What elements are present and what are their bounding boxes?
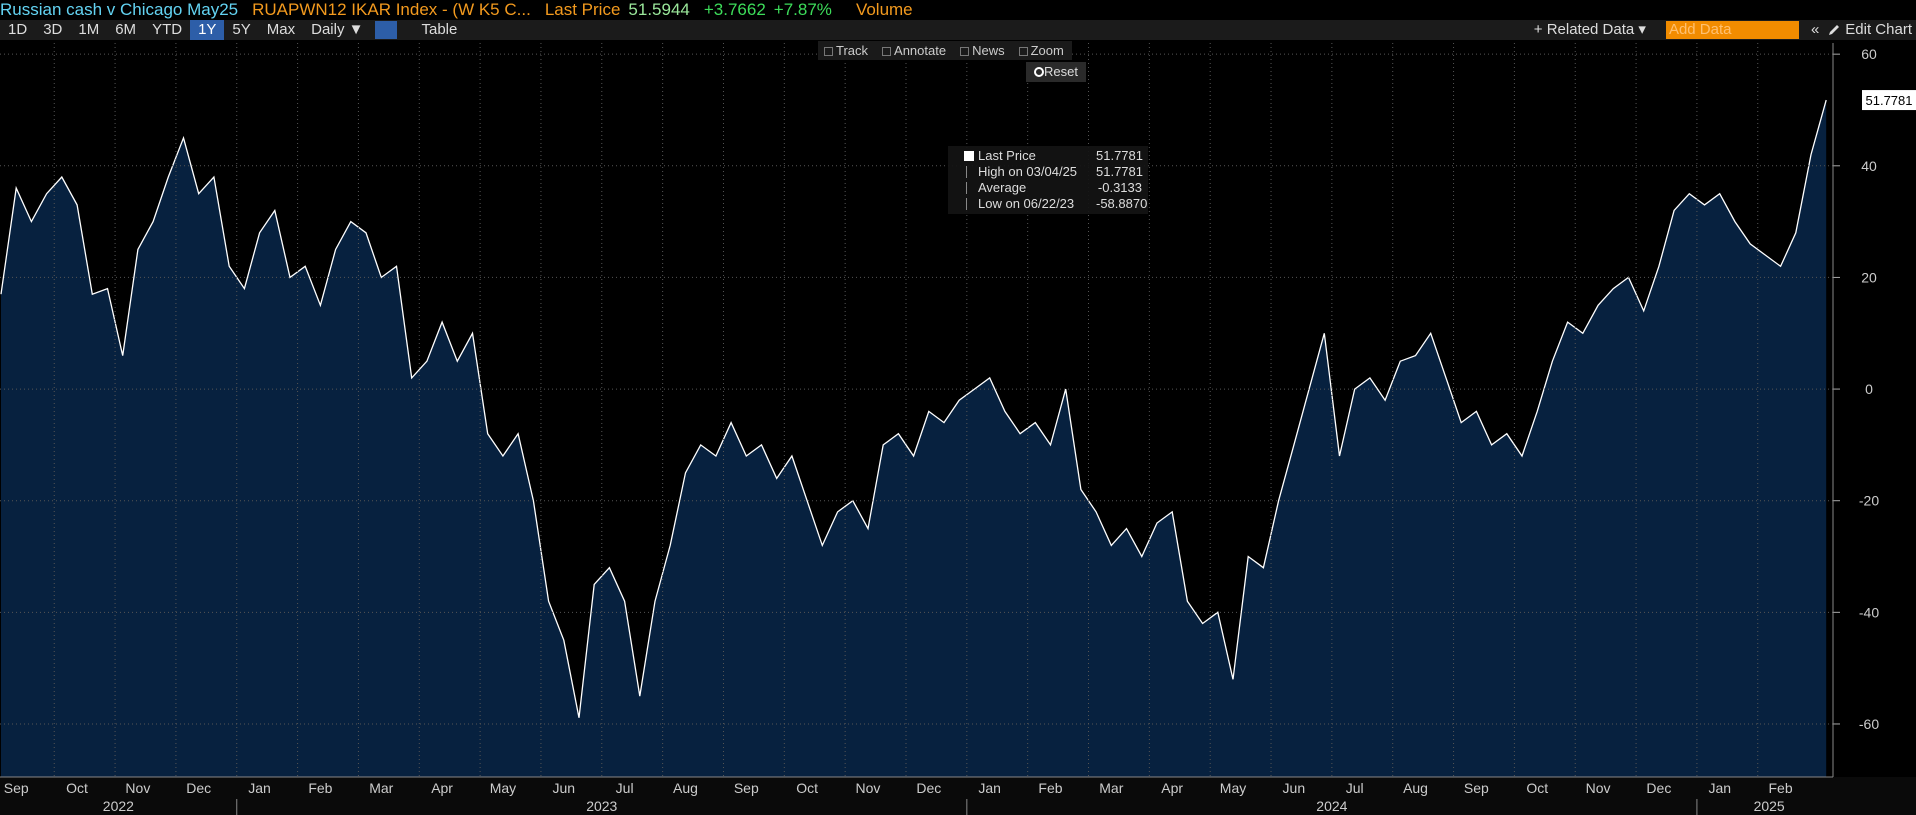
- year-label: 2024: [1316, 798, 1347, 814]
- x-tick-label: Jun: [552, 780, 575, 796]
- area: [1, 100, 1827, 778]
- tool-button[interactable]: Annotate: [876, 43, 954, 58]
- x-tick-label: Feb: [1038, 780, 1062, 796]
- x-tick-label: Nov: [856, 780, 881, 796]
- period-buttons: 1D 3D 1M 6M YTD 1Y 5Y Max: [0, 20, 303, 40]
- x-tick-label: Sep: [734, 780, 759, 796]
- toolbar-right: + Related Data ▾ Add Data « Edit Chart: [1526, 20, 1916, 40]
- title-bar: Russian cash v Chicago May25 RUAPWN12 IK…: [0, 0, 1916, 20]
- period-button[interactable]: 1M: [78, 21, 100, 38]
- x-tick-label: Jun: [1283, 780, 1306, 796]
- tool-button[interactable]: Track: [818, 43, 876, 58]
- chart-tools: Track Annotate News Zoom: [818, 41, 1072, 60]
- legend-swatch: [964, 151, 974, 161]
- year-label: 2025: [1754, 798, 1785, 814]
- x-tick-label: Mar: [1099, 780, 1123, 796]
- period-button[interactable]: 3D: [43, 21, 63, 38]
- price-label: Last Price: [544, 0, 621, 19]
- legend-tick: [966, 182, 967, 194]
- legend: Last Price 51.7781 High on 03/04/25 51.77…: [948, 146, 1148, 214]
- last-value-tag: [1862, 90, 1916, 111]
- legend-value: 51.7781: [1096, 164, 1143, 179]
- x-tick-label: Aug: [673, 780, 698, 796]
- collapse-button[interactable]: «: [1810, 21, 1820, 38]
- legend-row: Average -0.3133: [948, 180, 1148, 196]
- legend-row: High on 03/04/25 51.7781: [948, 164, 1148, 180]
- y-tick-label: 20: [1861, 269, 1877, 285]
- x-tick-label: Aug: [1403, 780, 1428, 796]
- x-tick-label: Sep: [4, 780, 29, 796]
- y-tick-label: -60: [1859, 716, 1879, 732]
- related-data-button[interactable]: + Related Data ▾: [1533, 21, 1646, 38]
- legend-label: Low on 06/22/23: [978, 196, 1075, 211]
- legend-label: High on 03/04/25: [978, 164, 1078, 179]
- x-tick-label: Nov: [1586, 780, 1611, 796]
- change: +3.7662: [703, 0, 766, 19]
- x-tick-label: Sep: [1464, 780, 1489, 796]
- x-tick-label: Mar: [369, 780, 393, 796]
- line: [0, 99, 1827, 718]
- table-button[interactable]: Table: [421, 21, 458, 38]
- y-tick-label: -40: [1859, 604, 1879, 620]
- x-tick-label: Jan: [978, 780, 1001, 796]
- tool-button[interactable]: News: [954, 43, 1013, 58]
- x-tick-label: Dec: [186, 780, 211, 796]
- period-button[interactable]: 6M: [115, 21, 137, 38]
- y-tick-label: -20: [1859, 493, 1879, 509]
- x-tick-label: Feb: [1769, 780, 1793, 796]
- period-button[interactable]: YTD: [152, 21, 183, 38]
- x-tick-label: Oct: [66, 780, 88, 796]
- reset-button[interactable]: Reset: [1026, 62, 1086, 82]
- x-axis-strip: [0, 777, 1916, 815]
- pencil-icon: [1829, 25, 1840, 35]
- x-tick-label: Jan: [1708, 780, 1731, 796]
- y-tick-label: 40: [1861, 158, 1877, 174]
- tool-button[interactable]: Zoom: [1013, 43, 1072, 58]
- legend-tick: [966, 166, 967, 178]
- chart: 60 40 20 0 -20 -40 -60 Sep Oct Nov Dec Jan Feb Mar Apr…: [0, 43, 1916, 815]
- x-tick-label: Apr: [431, 780, 453, 796]
- x-tick-label: May: [1220, 780, 1246, 796]
- frequency-button[interactable]: Daily ▼: [311, 21, 364, 38]
- x-tick-label: Dec: [1646, 780, 1671, 796]
- x-tick-label: Feb: [308, 780, 332, 796]
- y-tick-label: 0: [1865, 381, 1873, 397]
- legend-label: Last Price: [978, 148, 1036, 163]
- reset-label: Reset: [1044, 64, 1078, 79]
- x-tick-label: Dec: [916, 780, 941, 796]
- security-name: Russian cash v Chicago May25: [0, 0, 239, 19]
- legend-value: -0.3133: [1097, 180, 1142, 195]
- price: 51.5944: [628, 0, 690, 19]
- change-pct: +7.87%: [773, 0, 832, 19]
- chart-type-icon[interactable]: [375, 21, 398, 39]
- year-label: 2022: [103, 798, 134, 814]
- period-button[interactable]: 1D: [8, 21, 28, 38]
- x-tick-label: Jul: [616, 780, 634, 796]
- year-label: 2023: [586, 798, 617, 814]
- period-button[interactable]: Max: [266, 21, 296, 38]
- volume-label: Volume: [855, 0, 913, 19]
- x-tick-label: Nov: [125, 780, 150, 796]
- legend-tick: [966, 198, 967, 210]
- add-data-input[interactable]: Add Data: [1665, 21, 1799, 39]
- legend-row: Last Price 51.7781: [948, 148, 1148, 164]
- period-button[interactable]: 5Y: [232, 21, 251, 38]
- x-tick-label: Oct: [1526, 780, 1548, 796]
- legend-value: 51.7781: [1096, 148, 1143, 163]
- legend-label: Average: [978, 180, 1027, 195]
- edit-chart-button[interactable]: Edit Chart: [1845, 21, 1912, 38]
- toolbar: 1D 3D 1M 6M YTD 1Y 5Y Max Daily ▼ Table + Relat…: [0, 20, 1916, 40]
- last-value-label: 51.7781: [1866, 93, 1913, 108]
- legend-row: Low on 06/22/23 -58.8870: [948, 196, 1148, 212]
- y-tick-label: 60: [1861, 46, 1877, 62]
- x-tick-label: Oct: [796, 780, 818, 796]
- x-tick-label: Jan: [248, 780, 271, 796]
- period-button[interactable]: 1Y: [190, 20, 225, 40]
- x-tick-label: Apr: [1161, 780, 1183, 796]
- x-tick-label: Jul: [1346, 780, 1364, 796]
- x-tick-label: May: [490, 780, 516, 796]
- legend-value: -58.8870: [1096, 196, 1148, 211]
- ticker: RUAPWN12 IKAR Index - (W K5 C...: [252, 0, 531, 19]
